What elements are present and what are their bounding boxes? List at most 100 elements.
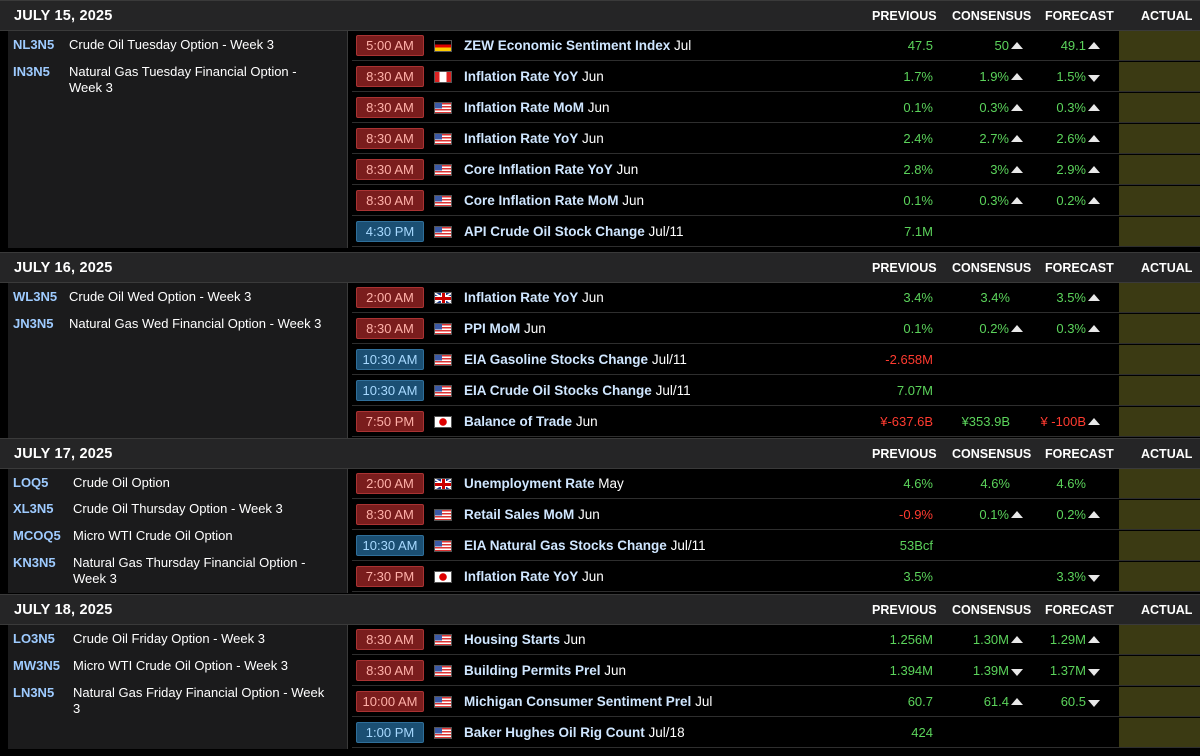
event-row[interactable]: 5:00 AM ZEW Economic Sentiment Index Jul 4…	[352, 31, 1200, 61]
event-name[interactable]: Building Permits Prel Jun	[464, 663, 626, 678]
event-name[interactable]: Inflation Rate YoY Jun	[464, 69, 604, 84]
event-name[interactable]: Core Inflation Rate MoM Jun	[464, 193, 644, 208]
event-row[interactable]: 4:30 PM API Crude Oil Stock Change Jul/11…	[352, 217, 1200, 247]
event-title[interactable]: PPI MoM	[464, 321, 521, 336]
event-name[interactable]: ZEW Economic Sentiment Index Jul	[464, 38, 691, 53]
event-name[interactable]: Inflation Rate YoY Jun	[464, 131, 604, 146]
event-name[interactable]: Unemployment Rate May	[464, 476, 624, 491]
event-title[interactable]: EIA Crude Oil Stocks Change	[464, 383, 652, 398]
consensus-cell: 3.4%	[980, 290, 1010, 305]
contract-symbol[interactable]: MCOQ5	[13, 528, 61, 543]
event-title[interactable]: Inflation Rate YoY	[464, 569, 579, 584]
event-row[interactable]: 8:30 AM Building Permits Prel Jun 1.394M 1.…	[352, 656, 1200, 686]
previous-value: 7.07M	[896, 383, 933, 398]
forecast-value: 1.37M	[1049, 663, 1086, 678]
event-title[interactable]: Retail Sales MoM	[464, 507, 575, 522]
event-title[interactable]: Core Inflation Rate YoY	[464, 162, 613, 177]
event-title[interactable]: Balance of Trade	[464, 414, 573, 429]
event-row[interactable]: 2:00 AM Unemployment Rate May 4.6% 4.6% 4.6%	[352, 469, 1200, 499]
consensus-value: 3.4%	[980, 290, 1010, 305]
event-title[interactable]: Inflation Rate MoM	[464, 100, 584, 115]
column-header-forecast: FORECAST	[1045, 261, 1114, 275]
contract-symbol[interactable]: NL3N5	[13, 37, 55, 52]
event-row[interactable]: 8:30 AM Core Inflation Rate YoY Jun 2.8% 3%…	[352, 155, 1200, 185]
event-row[interactable]: 8:30 AM Housing Starts Jun 1.256M 1.30M 1.29…	[352, 625, 1200, 655]
event-title[interactable]: Inflation Rate YoY	[464, 290, 579, 305]
event-time-badge: 2:00 AM	[356, 473, 424, 494]
event-title[interactable]: API Crude Oil Stock Change	[464, 224, 645, 239]
event-name[interactable]: Michigan Consumer Sentiment Prel Jul	[464, 694, 712, 709]
previous-value: 53Bcf	[899, 538, 933, 553]
event-period: May	[598, 476, 624, 491]
column-header-actual: ACTUAL	[1141, 603, 1193, 617]
event-row[interactable]: 8:30 AM Core Inflation Rate MoM Jun 0.1% 0.…	[352, 186, 1200, 216]
event-title[interactable]: EIA Gasoline Stocks Change	[464, 352, 649, 367]
event-name[interactable]: Housing Starts Jun	[464, 632, 586, 647]
us-flag-icon	[434, 509, 452, 521]
contract-symbol[interactable]: MW3N5	[13, 658, 60, 673]
actual-value-cell	[1119, 93, 1200, 122]
contract-symbol[interactable]: LN3N5	[13, 685, 55, 700]
event-period: Jul	[674, 38, 692, 53]
event-row[interactable]: 10:00 AM Michigan Consumer Sentiment Prel…	[352, 687, 1200, 717]
event-row[interactable]: 2:00 AM Inflation Rate YoY Jun 3.4% 3.4% 3.5…	[352, 283, 1200, 313]
japan-flag-icon	[434, 571, 452, 583]
contract-symbol[interactable]: WL3N5	[13, 289, 58, 304]
event-row[interactable]: 10:30 AM EIA Natural Gas Stocks Change Ju…	[352, 531, 1200, 561]
event-name[interactable]: PPI MoM Jun	[464, 321, 546, 336]
event-name[interactable]: Inflation Rate YoY Jun	[464, 290, 604, 305]
event-title[interactable]: Building Permits Prel	[464, 663, 601, 678]
contract-symbol[interactable]: JN3N5	[13, 316, 54, 331]
previous-value: 2.4%	[903, 131, 933, 146]
event-row[interactable]: 10:30 AM EIA Crude Oil Stocks Change Jul/…	[352, 376, 1200, 406]
event-name[interactable]: Core Inflation Rate YoY Jun	[464, 162, 638, 177]
event-row[interactable]: 1:00 PM Baker Hughes Oil Rig Count Jul/18…	[352, 718, 1200, 748]
event-row[interactable]: 7:50 PM Balance of Trade Jun ¥-637.6B ¥353.…	[352, 407, 1200, 437]
event-row[interactable]: 8:30 AM Retail Sales MoM Jun -0.9% 0.1% 0.2%	[352, 500, 1200, 530]
event-name[interactable]: API Crude Oil Stock Change Jul/11	[464, 224, 684, 239]
contract-name: Natural Gas Tuesday Financial Option - W…	[69, 64, 297, 95]
forecast-value: 2.9%	[1056, 162, 1086, 177]
event-title[interactable]: EIA Natural Gas Stocks Change	[464, 538, 667, 553]
event-row[interactable]: 8:30 AM Inflation Rate YoY Jun 2.4% 2.7% 2.6…	[352, 124, 1200, 154]
event-name[interactable]: Inflation Rate MoM Jun	[464, 100, 610, 115]
contract-name: Crude Oil Tuesday Option - Week 3	[69, 37, 274, 52]
event-title[interactable]: Baker Hughes Oil Rig Count	[464, 725, 645, 740]
actual-value-cell	[1119, 469, 1200, 498]
event-row[interactable]: 8:30 AM PPI MoM Jun 0.1% 0.2% 0.3%	[352, 314, 1200, 344]
event-name[interactable]: Retail Sales MoM Jun	[464, 507, 600, 522]
previous-value: 3.5%	[903, 569, 933, 584]
forecast-cell: 60.5	[1061, 694, 1100, 709]
previous-value: 424	[911, 725, 933, 740]
contract-symbol[interactable]: LO3N5	[13, 631, 55, 646]
event-name[interactable]: Inflation Rate YoY Jun	[464, 569, 604, 584]
event-title[interactable]: ZEW Economic Sentiment Index	[464, 38, 671, 53]
event-title[interactable]: Michigan Consumer Sentiment Prel	[464, 694, 692, 709]
event-name[interactable]: Balance of Trade Jun	[464, 414, 598, 429]
contract-symbol[interactable]: XL3N5	[13, 501, 54, 516]
contract-symbol[interactable]: KN3N5	[13, 555, 56, 570]
event-row[interactable]: 8:30 AM Inflation Rate MoM Jun 0.1% 0.3% 0.3…	[352, 93, 1200, 123]
event-name[interactable]: EIA Crude Oil Stocks Change Jul/11	[464, 383, 691, 398]
contract-symbol[interactable]: LOQ5	[13, 475, 49, 490]
event-time-badge: 8:30 AM	[356, 128, 424, 149]
event-time-badge: 10:30 AM	[356, 349, 424, 370]
consensus-cell: 61.4	[984, 694, 1023, 709]
day-section: JULY 18, 2025 PREVIOUS CONSENSUS FORECAST AC…	[0, 594, 1200, 749]
event-name[interactable]: EIA Natural Gas Stocks Change Jul/11	[464, 538, 706, 553]
event-title[interactable]: Unemployment Rate	[464, 476, 595, 491]
event-row[interactable]: 8:30 AM Inflation Rate YoY Jun 1.7% 1.9% 1.5…	[352, 62, 1200, 92]
event-row[interactable]: 7:30 PM Inflation Rate YoY Jun 3.5% 3.3%	[352, 562, 1200, 592]
event-name[interactable]: EIA Gasoline Stocks Change Jul/11	[464, 352, 687, 367]
event-name[interactable]: Baker Hughes Oil Rig Count Jul/18	[464, 725, 685, 740]
event-title[interactable]: Housing Starts	[464, 632, 561, 647]
consensus-cell: 0.3%	[979, 193, 1023, 208]
column-header-consensus: CONSENSUS	[952, 261, 1032, 275]
event-title[interactable]: Inflation Rate YoY	[464, 131, 579, 146]
contract-symbol[interactable]: IN3N5	[13, 64, 50, 79]
consensus-cell: 0.2%	[979, 321, 1023, 336]
event-title[interactable]: Core Inflation Rate MoM	[464, 193, 619, 208]
event-time-badge: 8:30 AM	[356, 504, 424, 525]
event-title[interactable]: Inflation Rate YoY	[464, 69, 579, 84]
event-row[interactable]: 10:30 AM EIA Gasoline Stocks Change Jul/1…	[352, 345, 1200, 375]
